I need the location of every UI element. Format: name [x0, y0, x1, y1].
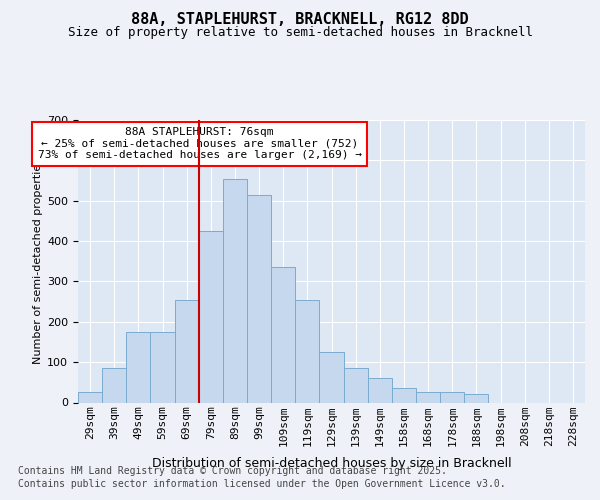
Bar — [199, 231, 223, 402]
Bar — [126, 332, 151, 402]
Bar — [416, 392, 440, 402]
Bar — [295, 300, 319, 403]
Bar — [464, 394, 488, 402]
Text: Contains public sector information licensed under the Open Government Licence v3: Contains public sector information licen… — [18, 479, 506, 489]
Text: Contains HM Land Registry data © Crown copyright and database right 2025.: Contains HM Land Registry data © Crown c… — [18, 466, 447, 476]
Text: 88A, STAPLEHURST, BRACKNELL, RG12 8DD: 88A, STAPLEHURST, BRACKNELL, RG12 8DD — [131, 12, 469, 28]
Bar — [175, 300, 199, 403]
X-axis label: Distribution of semi-detached houses by size in Bracknell: Distribution of semi-detached houses by … — [152, 457, 511, 470]
Bar — [392, 388, 416, 402]
Text: 88A STAPLEHURST: 76sqm
← 25% of semi-detached houses are smaller (752)
73% of se: 88A STAPLEHURST: 76sqm ← 25% of semi-det… — [38, 127, 362, 160]
Bar — [440, 392, 464, 402]
Bar — [247, 194, 271, 402]
Bar — [78, 392, 102, 402]
Bar — [151, 332, 175, 402]
Bar — [271, 268, 295, 402]
Bar — [102, 368, 126, 402]
Text: Size of property relative to semi-detached houses in Bracknell: Size of property relative to semi-detach… — [67, 26, 533, 39]
Bar — [368, 378, 392, 402]
Bar — [344, 368, 368, 402]
Bar — [223, 178, 247, 402]
Y-axis label: Number of semi-detached properties: Number of semi-detached properties — [33, 158, 43, 364]
Bar — [319, 352, 344, 403]
